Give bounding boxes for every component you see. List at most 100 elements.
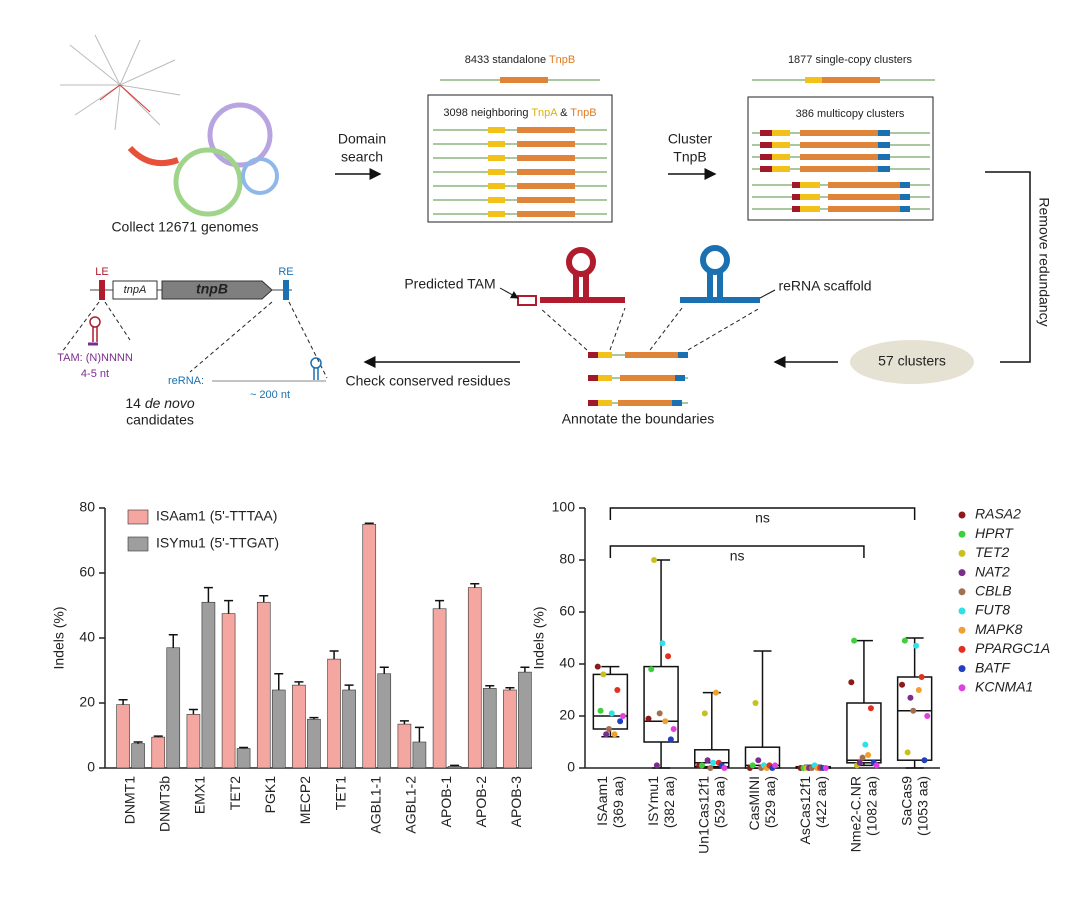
genome-circle <box>173 147 243 217</box>
point <box>848 679 855 686</box>
le-mark <box>99 280 105 300</box>
gene-segment <box>488 211 505 217</box>
point <box>859 754 866 761</box>
error-bar <box>274 673 284 690</box>
bar <box>342 689 356 769</box>
point <box>653 762 660 769</box>
bar <box>186 714 201 769</box>
x-tick-sublabel: (382 aa) <box>661 776 677 828</box>
comparison-bracket <box>609 507 916 520</box>
point <box>710 759 717 766</box>
bar <box>432 608 447 769</box>
locus-label: tnpB <box>196 281 228 297</box>
gene-segment <box>878 154 890 160</box>
gene-segment <box>488 197 505 203</box>
gene-segment <box>488 169 505 175</box>
step-label: Domain <box>338 131 386 147</box>
gene-segment <box>675 375 685 381</box>
gene-segment <box>598 375 612 381</box>
dashed-link <box>539 307 761 351</box>
gene-segment <box>598 400 612 406</box>
label-part: & <box>560 107 568 119</box>
x-tick-label: PGK1 <box>262 776 278 814</box>
point <box>749 762 756 769</box>
x-tick-label: AGBL1-1 <box>367 776 383 834</box>
legend-label: CBLB <box>975 583 1012 599</box>
y-tick-label: 60 <box>559 603 575 619</box>
point <box>603 731 610 738</box>
x-tick-label: DNMT3b <box>156 776 172 832</box>
gene-segment <box>517 155 575 161</box>
label-part: 8433 standalone <box>465 54 546 66</box>
y-tick-label: 20 <box>559 707 575 723</box>
box <box>427 94 613 223</box>
step-label: search <box>341 149 383 165</box>
error-bar <box>364 522 374 525</box>
result-label: 14 de novo <box>125 395 195 411</box>
gene-segment <box>625 352 678 358</box>
x-tick-label: Un1Cas12f1 <box>695 776 711 854</box>
bar <box>467 587 482 769</box>
group-label: 8433 standalone TnpB <box>465 54 576 66</box>
group-label: 3098 neighboring TnpA & TnpB <box>443 107 596 119</box>
bar <box>397 723 412 769</box>
bar <box>292 684 306 769</box>
label-part: 14 <box>125 395 141 411</box>
gene-segment <box>517 141 575 147</box>
step-label: Cluster <box>668 131 713 147</box>
gene-segment <box>800 194 820 200</box>
point <box>707 765 714 771</box>
point <box>648 666 655 673</box>
comparison-bracket <box>609 545 865 558</box>
point <box>704 757 711 764</box>
gene-segment <box>598 352 612 358</box>
label-part: 3098 neighboring <box>443 107 528 119</box>
error-bar <box>379 666 389 674</box>
error-bar <box>485 685 495 689</box>
bar <box>518 671 532 769</box>
point <box>752 700 759 706</box>
gene-segment <box>878 166 890 172</box>
bar <box>271 689 286 769</box>
error-bar <box>133 741 143 744</box>
y-axis-label: Indels (%) <box>531 606 547 669</box>
tnpa-box <box>112 280 158 300</box>
point <box>619 713 626 719</box>
result-label: candidates <box>126 412 194 428</box>
x-tick-sublabel: (529 aa) <box>762 776 778 828</box>
genome-circle <box>207 102 273 168</box>
error-bar <box>168 634 178 648</box>
x-tick-sublabel: (529 aa) <box>711 776 727 828</box>
bar <box>447 766 462 769</box>
bar <box>131 743 145 769</box>
gene-segment <box>800 154 878 160</box>
point <box>851 637 858 644</box>
point <box>918 674 925 680</box>
gene-segment <box>760 166 772 172</box>
genome-circle <box>241 157 279 195</box>
gene-segment <box>828 182 900 188</box>
point <box>662 718 669 725</box>
legend-dot <box>958 588 966 596</box>
legend-label: HPRT <box>975 525 1014 541</box>
point <box>608 710 615 717</box>
rerna-stemloop <box>680 245 760 303</box>
x-tick-label: MECP2 <box>297 776 313 824</box>
point <box>614 687 621 693</box>
error-bar <box>470 582 480 588</box>
point <box>670 726 677 732</box>
arrow <box>759 289 776 299</box>
label-part: TnpA <box>531 107 558 119</box>
bar <box>151 736 166 769</box>
point <box>921 757 928 764</box>
legend-label: TET2 <box>975 544 1009 560</box>
x-tick-label: CasMINI <box>746 776 762 830</box>
x-tick-label: TET1 <box>332 776 348 810</box>
gene-segment <box>878 142 890 148</box>
x-tick-label: ISAam1 <box>594 776 610 826</box>
legend-dot <box>958 549 966 557</box>
connector <box>985 171 1031 363</box>
x-tick-label: APOB-2 <box>473 776 489 828</box>
gene-segment <box>822 77 880 83</box>
gene-segment <box>800 166 878 172</box>
